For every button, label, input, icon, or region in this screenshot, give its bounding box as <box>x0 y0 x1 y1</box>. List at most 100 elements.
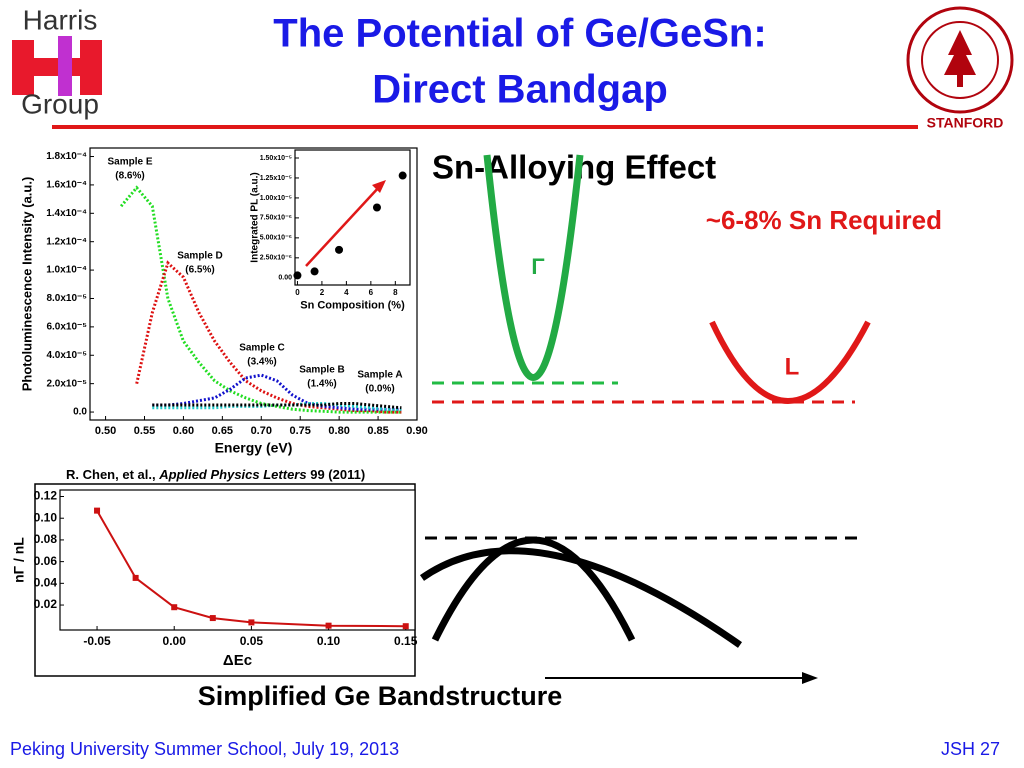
series-point <box>248 619 255 626</box>
logo-bar <box>34 58 80 76</box>
x-tick-label: 0.10 <box>317 634 341 648</box>
y-tick-label: 0.0 <box>73 407 87 418</box>
y-axis-label: nΓ / nL <box>11 537 27 583</box>
logo-bar <box>80 40 102 95</box>
series-point <box>94 507 101 514</box>
x-tick-label: 2 <box>320 288 325 297</box>
footer-left: Peking University Summer School, July 19… <box>10 739 399 759</box>
series-label: Sample C <box>239 343 285 354</box>
x-tick-label: 0.85 <box>367 425 388 437</box>
y-tick-label: 1.0x10⁻⁴ <box>46 265 87 276</box>
stanford-label: STANFORD <box>927 115 1004 131</box>
series-point <box>325 622 332 629</box>
citation: R. Chen, et al., Applied Physics Letters… <box>66 467 365 482</box>
x-tick-label: 6 <box>369 288 374 297</box>
y-tick-label: 0.10 <box>34 510 58 524</box>
x-tick-label: -0.05 <box>83 634 111 648</box>
x-tick-label: 0.70 <box>251 425 272 437</box>
series-point <box>171 604 178 611</box>
series-annotation: (6.5%) <box>185 265 214 276</box>
citation-authors: R. Chen, et al., <box>66 467 156 482</box>
point <box>335 245 344 254</box>
y-tick-label: 1.2x10⁻⁴ <box>46 236 87 247</box>
y-axis-label: Integrated PL (a.u.) <box>250 172 261 262</box>
series-label: Sample D <box>177 251 223 262</box>
x-axis-label: Energy (eV) <box>215 439 293 455</box>
footer-right: JSH 27 <box>941 739 1000 759</box>
y-tick-label: 6.0x10⁻⁵ <box>46 322 87 333</box>
x-tick-label: 0.15 <box>394 634 418 648</box>
plot-area <box>59 489 416 631</box>
y-tick-label: 1.4x10⁻⁴ <box>46 208 87 219</box>
title: Direct Bandgap <box>372 68 668 112</box>
point <box>372 203 381 212</box>
stanford-seal <box>906 6 1014 114</box>
y-tick-label: 0.06 <box>34 554 58 568</box>
point <box>398 171 407 180</box>
title: The Potential of Ge/GeSn: <box>273 12 766 56</box>
x-tick-label: 0 <box>295 288 300 297</box>
y-tick-label: 0.08 <box>34 532 58 546</box>
series-label: Sample A <box>357 370 402 381</box>
y-tick-label: 1.50x10⁻⁵ <box>260 155 292 162</box>
logo-bar <box>12 40 34 95</box>
x-tick-label: 0.60 <box>173 425 194 437</box>
harris-logo: Harris Group <box>12 4 102 119</box>
series-label: Sample B <box>299 365 345 376</box>
point <box>310 267 319 276</box>
seal-tree <box>944 30 976 75</box>
y-tick-label: 0.00 <box>278 275 292 282</box>
valence-band <box>419 547 743 648</box>
series-point <box>402 623 409 630</box>
y-tick-label: 4.0x10⁻⁵ <box>46 350 87 361</box>
logo-bar <box>58 36 72 96</box>
l-valley <box>709 320 871 404</box>
y-tick-label: 2.50x10⁻⁶ <box>260 255 292 262</box>
series-annotation: (3.4%) <box>247 357 276 368</box>
band-diagram: Γ L <box>419 154 871 684</box>
note: ~6-8% Sn Required <box>706 205 942 235</box>
x-tick-label: 0.75 <box>290 425 311 437</box>
gamma-label: Γ <box>531 254 544 279</box>
series-annotation: (8.6%) <box>115 171 144 182</box>
x-axis-label: Sn Composition (%) <box>300 300 405 312</box>
x-tick-label: 0.05 <box>240 634 264 648</box>
series-line <box>152 402 402 410</box>
logo-text: Group <box>21 88 99 119</box>
trend-arrow-head <box>372 180 386 193</box>
trend-arrow <box>305 185 381 267</box>
x-tick-label: 0.65 <box>212 425 233 437</box>
gamma-valley <box>483 154 584 381</box>
x-tick-label: 0.00 <box>163 634 187 648</box>
y-tick-label: 8.0x10⁻⁵ <box>46 293 87 304</box>
series-annotation: (0.0%) <box>365 384 394 395</box>
series-annotation: (1.4%) <box>307 379 336 390</box>
series-point <box>132 574 139 581</box>
logo-text: Harris <box>23 4 98 35</box>
x-tick-label: 0.55 <box>134 425 155 437</box>
x-tick-label: 0.50 <box>95 425 116 437</box>
y-tick-label: 1.00x10⁻⁵ <box>260 195 292 202</box>
series-point <box>209 615 216 622</box>
seal-ring <box>906 6 1014 114</box>
x-tick-label: 8 <box>393 288 398 297</box>
y-tick-label: 1.6x10⁻⁴ <box>46 180 87 191</box>
citation-journal: Applied Physics Letters <box>158 467 306 482</box>
series-line <box>119 185 402 414</box>
y-tick-label: 5.00x10⁻⁶ <box>260 235 292 242</box>
caption: Simplified Ge Bandstructure <box>198 681 563 711</box>
seal-tree <box>957 75 963 87</box>
x-tick-label: 0.80 <box>328 425 349 437</box>
y-tick-label: 2.0x10⁻⁵ <box>46 378 87 389</box>
l-label: L <box>785 353 800 380</box>
k-arrow-head <box>802 672 818 684</box>
series-label: Sample E <box>107 157 152 168</box>
x-tick-label: 0.90 <box>406 425 427 437</box>
y-tick-label: 0.12 <box>34 489 58 503</box>
valence-band <box>431 536 636 642</box>
x-axis-label: ΔEc <box>223 652 252 669</box>
series-line <box>152 373 402 411</box>
seal-ring <box>921 21 999 99</box>
y-tick-label: 0.02 <box>34 597 58 611</box>
y-axis-label: Photoluminescence Intensity (a.u.) <box>19 177 34 392</box>
